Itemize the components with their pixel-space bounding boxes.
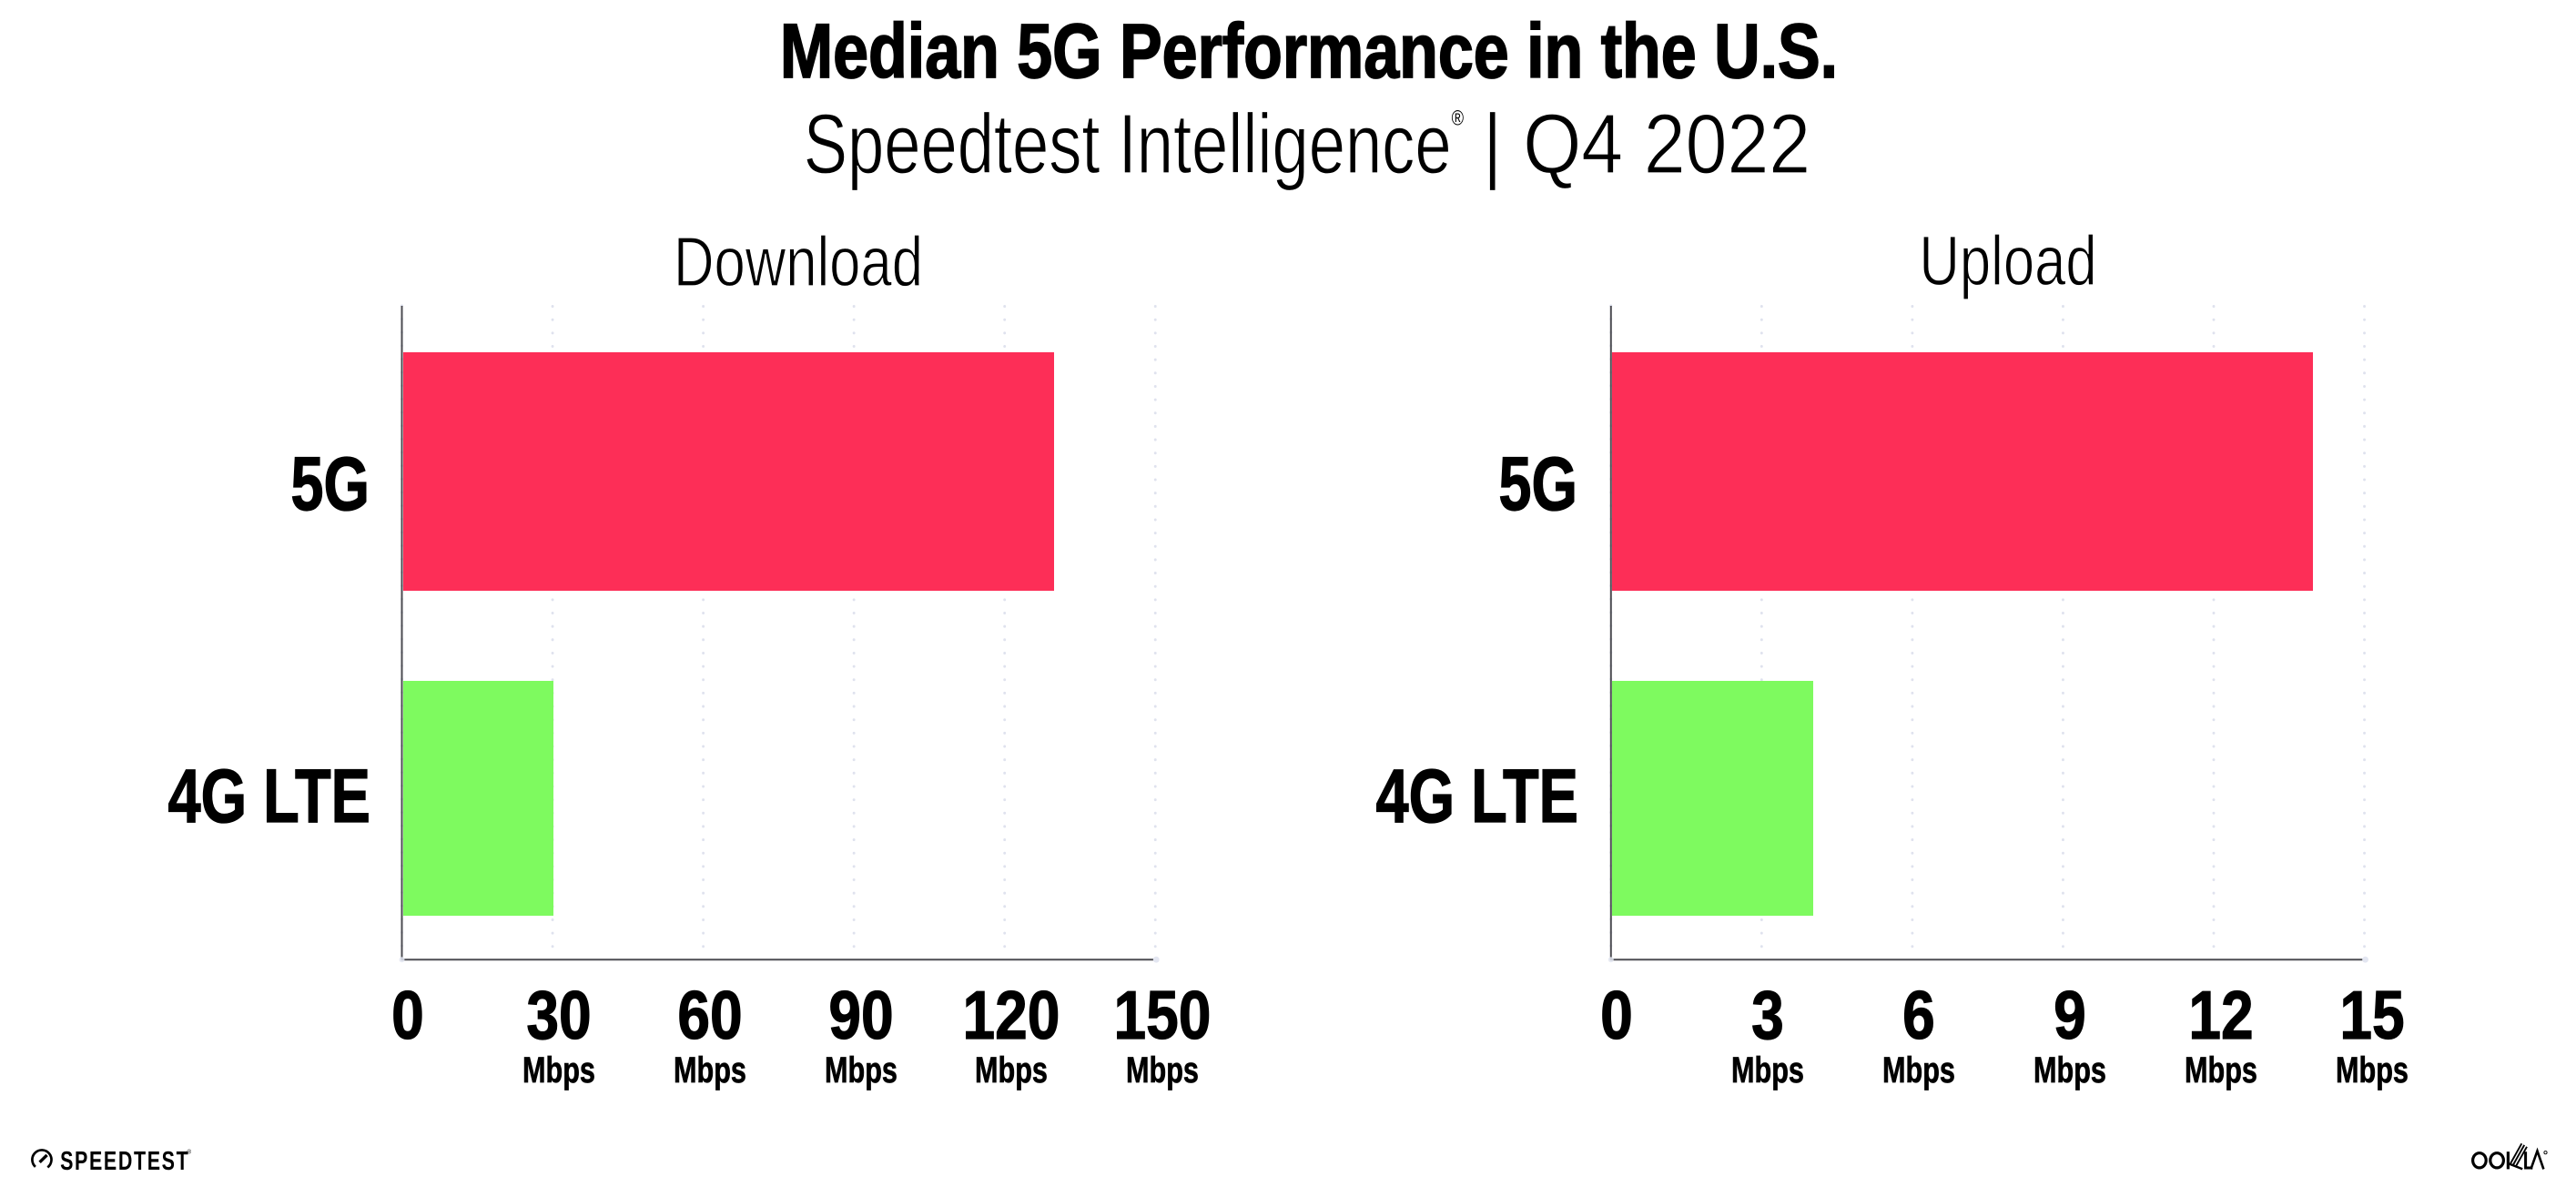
svg-text:SPEEDTEST: SPEEDTEST	[60, 1147, 189, 1176]
svg-text:®: ®	[187, 1148, 191, 1155]
